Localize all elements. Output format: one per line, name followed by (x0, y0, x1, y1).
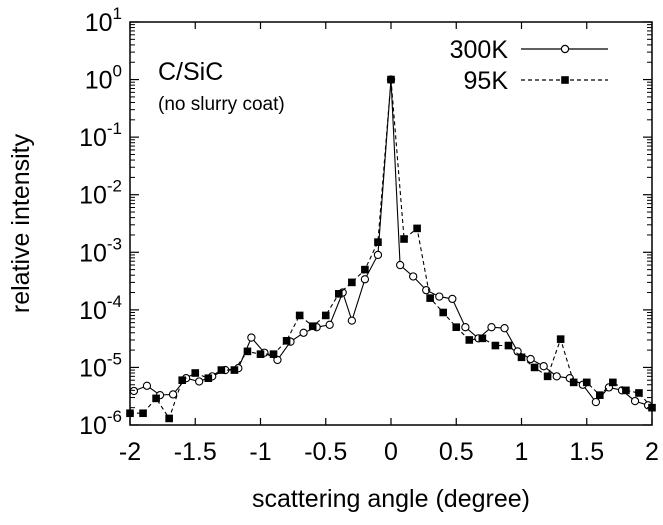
legend-marker-300k (560, 44, 570, 54)
data-point-95k (569, 378, 578, 387)
data-point-300k (409, 272, 418, 281)
data-point-95k (413, 224, 421, 233)
data-point-300k (526, 354, 535, 364)
data-point-95k (361, 265, 369, 274)
x-tick-label: 1.5 (569, 438, 604, 466)
data-point-95k (400, 235, 408, 243)
data-point-300k (325, 320, 334, 329)
data-point-95k (165, 414, 173, 423)
y-axis-label: relative intensity (7, 133, 35, 313)
y-tick-label: 10-6 (79, 407, 122, 440)
data-point-95k (439, 308, 447, 317)
data-point-300k (591, 397, 601, 407)
data-point-95k (465, 336, 474, 344)
x-tick-label: 2 (645, 438, 659, 466)
data-point-95k (282, 337, 291, 345)
data-point-95k (230, 366, 239, 374)
legend-label-300k: 300K (450, 36, 509, 64)
annotation-title: C/SiC (158, 58, 223, 86)
data-point-300k (513, 347, 522, 356)
data-point-95k (504, 341, 513, 350)
legend-marker-95k (561, 76, 569, 84)
data-point-95k (308, 322, 317, 331)
data-point-300k (487, 323, 496, 332)
data-point-300k (195, 377, 204, 386)
data-point-300k (422, 285, 431, 295)
data-point-300k (500, 324, 509, 333)
data-point-300k (461, 323, 470, 332)
data-point-95k (635, 389, 643, 397)
data-point-95k (321, 311, 330, 320)
data-point-95k (374, 238, 382, 246)
data-point-300k (539, 362, 548, 371)
data-point-95k (530, 363, 539, 372)
data-point-95k (517, 353, 526, 362)
legend-label-95k: 95K (464, 67, 509, 95)
x-tick-label: -1.5 (174, 438, 217, 466)
data-point-95k (269, 350, 278, 358)
ticks-layer (129, 21, 653, 426)
y-tick-label: 10-4 (79, 292, 122, 325)
data-point-300k (630, 396, 640, 406)
data-point-95k (191, 369, 200, 377)
data-point-300k (552, 372, 561, 381)
data-point-300k (247, 333, 256, 342)
y-tick-label: 101 (85, 4, 122, 37)
y-tick-label: 10-3 (79, 234, 122, 267)
data-point-95k (582, 378, 591, 387)
data-point-95k (609, 378, 617, 387)
data-point-95k (217, 366, 226, 374)
annotation-subtitle: (no slurry coat) (158, 94, 285, 115)
data-point-300k (347, 316, 356, 325)
data-point-300k (299, 328, 308, 337)
data-point-95k (478, 334, 487, 343)
data-point-95k (543, 372, 552, 381)
data-point-300k (129, 386, 139, 396)
series-line-300k (133, 79, 649, 406)
data-point-95k (452, 323, 461, 331)
x-tick-label: 1 (515, 438, 529, 466)
series-line-95k (130, 79, 653, 420)
data-point-95k (152, 394, 160, 403)
data-point-300k (360, 275, 370, 284)
data-point-95k (622, 386, 630, 395)
y-tick-label: 100 (85, 62, 122, 95)
data-point-95k (243, 347, 252, 356)
x-tick-label: 0.5 (439, 438, 474, 466)
data-point-95k (256, 350, 265, 358)
data-point-95k (335, 290, 343, 298)
labels-layer: -2 -1.5 -1 -0.5 0 0.5 1 1.5 2 10-6 10-5 10-4 10-3 10-… (79, 4, 659, 466)
data-point-300k (273, 355, 282, 365)
data-point-95k (596, 391, 604, 399)
series-layer (126, 75, 656, 423)
x-axis-label: scattering angle (degree) (252, 485, 530, 513)
y-tick-label: 10-1 (79, 119, 122, 152)
data-point-300k (448, 294, 457, 304)
x-tick-label: 0 (384, 438, 398, 466)
data-point-300k (373, 250, 383, 260)
data-point-95k (491, 341, 500, 350)
data-point-300k (142, 381, 152, 390)
data-point-300k (395, 260, 405, 270)
data-point-95k (178, 376, 186, 385)
data-point-95k (387, 75, 395, 84)
data-point-300k (435, 292, 444, 301)
data-point-95k (556, 335, 565, 343)
data-point-95k (348, 278, 356, 287)
x-tick-label: -2 (119, 438, 141, 466)
data-point-95k (139, 409, 147, 418)
x-tick-label: -0.5 (304, 438, 347, 466)
data-point-95k (426, 294, 434, 302)
x-tick-label: -1 (249, 438, 271, 466)
data-point-95k (295, 311, 304, 320)
data-point-300k (168, 390, 178, 399)
y-tick-label: 10-2 (79, 177, 122, 210)
data-point-95k (204, 374, 213, 382)
y-tick-label: 10-5 (79, 349, 122, 382)
legend: 300K 95K (450, 36, 608, 95)
